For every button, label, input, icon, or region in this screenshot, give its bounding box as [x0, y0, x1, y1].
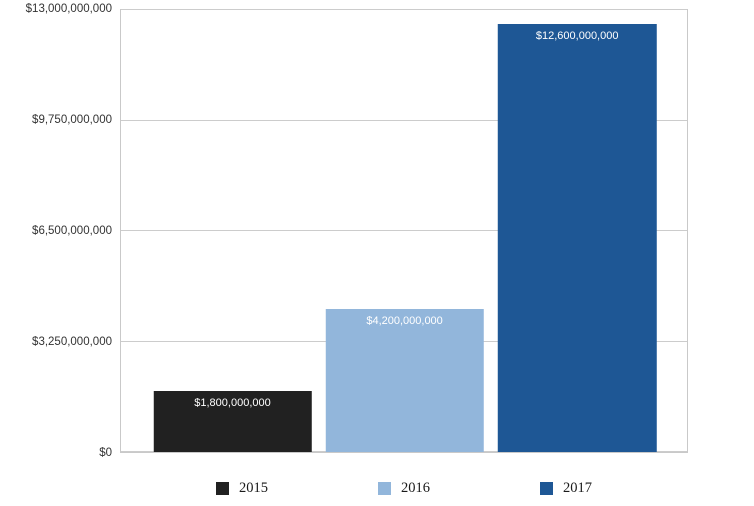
- legend: 2015 2016 2017: [120, 480, 688, 497]
- legend-label: 2017: [563, 480, 592, 496]
- legend-label: 2016: [401, 480, 430, 496]
- y-tick-label: $6,500,000,000: [32, 225, 112, 237]
- legend-item-2015: 2015: [216, 480, 268, 497]
- bar-2017: $12,600,000,000: [497, 23, 657, 452]
- bar-value-label: $1,800,000,000: [194, 396, 271, 409]
- y-axis: $0 $3,250,000,000 $6,500,000,000 $9,750,000…: [0, 3, 112, 459]
- y-tick-label: $3,250,000,000: [32, 336, 112, 348]
- gridline: [121, 9, 687, 10]
- y-tick-label: $0: [99, 447, 112, 459]
- gridline: [121, 230, 687, 231]
- plot-area: $1,800,000,000 $4,200,000,000 $12,600,000,…: [120, 9, 688, 453]
- y-tick-label: $9,750,000,000: [32, 114, 112, 126]
- legend-swatch: [540, 482, 553, 495]
- bar-2016: $4,200,000,000: [325, 309, 484, 452]
- legend-item-2017: 2017: [540, 480, 592, 497]
- legend-label: 2015: [239, 480, 268, 496]
- legend-item-2016: 2016: [378, 480, 430, 497]
- bar-value-label: $4,200,000,000: [366, 315, 443, 328]
- bar-2015: $1,800,000,000: [153, 390, 312, 452]
- legend-swatch: [378, 482, 391, 495]
- bar-value-label: $12,600,000,000: [535, 29, 619, 42]
- y-tick-label: $13,000,000,000: [25, 3, 112, 15]
- legend-swatch: [216, 482, 229, 495]
- gridline: [121, 119, 687, 121]
